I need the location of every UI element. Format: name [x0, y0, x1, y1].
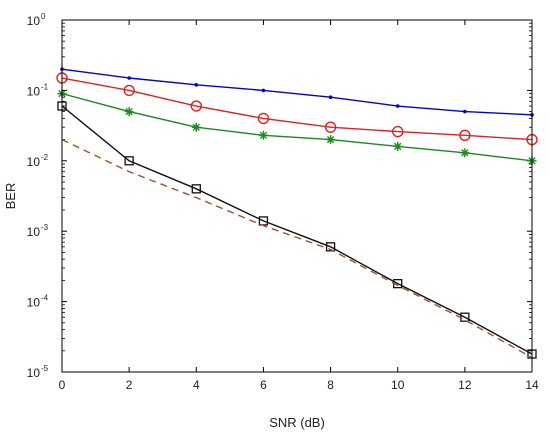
data-point [325, 242, 336, 252]
data-point [459, 129, 471, 142]
y-tick-exponent: -5 [41, 364, 49, 373]
data-point [257, 112, 270, 125]
data-point [395, 104, 400, 108]
data-point [324, 121, 337, 133]
data-point [123, 84, 135, 97]
data-point [393, 141, 403, 151]
x-tick-label: 0 [59, 378, 66, 392]
data-point [124, 156, 134, 166]
plot-frame [61, 19, 533, 373]
x-tick-label: 6 [260, 378, 267, 392]
data-point [191, 184, 201, 194]
data-point [190, 100, 202, 112]
series-line [61, 138, 533, 359]
y-tick-label: 10 [27, 366, 41, 380]
series-layer [56, 67, 538, 359]
y-tick-label: 10 [27, 296, 41, 310]
y-tick-label: 10 [27, 14, 41, 28]
data-point [460, 148, 470, 158]
y-axis-label: BER [3, 183, 18, 210]
data-point [124, 107, 134, 117]
x-tick-label: 2 [126, 378, 133, 392]
y-tick-exponent: -2 [41, 153, 49, 162]
data-point [191, 122, 201, 132]
series-line [61, 105, 533, 355]
y-tick-exponent: -1 [41, 82, 49, 91]
x-tick-label: 14 [525, 378, 539, 392]
data-point [261, 88, 266, 93]
y-tick-label: 10 [27, 155, 41, 169]
x-tick-label: 4 [193, 378, 200, 392]
series-line [61, 77, 533, 141]
series-1 [60, 67, 534, 117]
series-line [61, 68, 533, 116]
data-point [392, 125, 404, 138]
series-2 [56, 72, 538, 146]
x-tick-label: 12 [458, 378, 472, 392]
series-3 [57, 89, 537, 166]
data-point [194, 83, 199, 87]
y-tick-exponent: -3 [41, 223, 49, 232]
data-point [328, 95, 333, 100]
data-point [326, 135, 336, 145]
data-point [463, 109, 467, 114]
y-tick-exponent: 0 [41, 12, 46, 21]
series-line [61, 92, 533, 162]
data-point [127, 76, 131, 80]
y-tick-label: 10 [27, 225, 41, 239]
x-axis-label: SNR (dB) [269, 415, 325, 430]
x-tick-label: 8 [327, 378, 334, 392]
x-tick-label: 10 [391, 378, 405, 392]
y-tick-exponent: -4 [41, 294, 49, 303]
y-tick-label: 10 [27, 84, 41, 98]
data-point [258, 130, 268, 140]
series-5 [61, 138, 533, 359]
